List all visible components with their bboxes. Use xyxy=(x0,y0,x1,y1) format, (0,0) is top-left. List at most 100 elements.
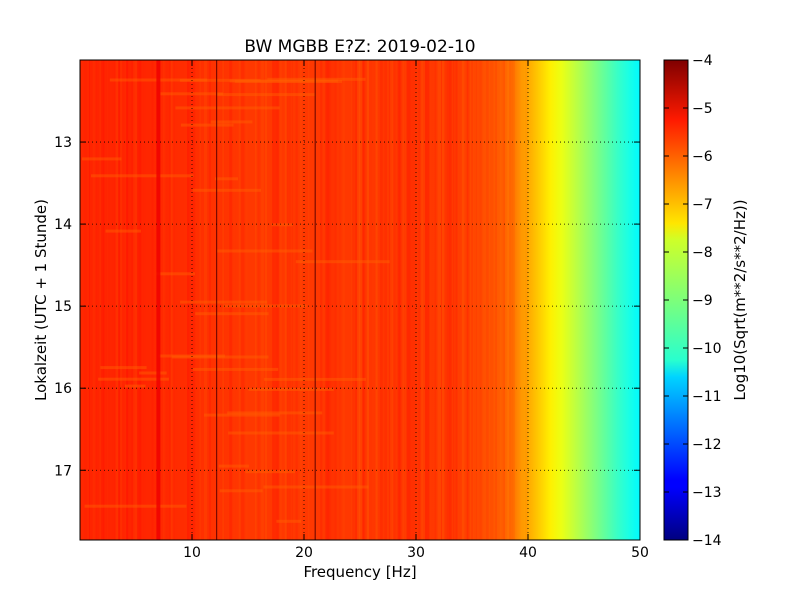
heatmap-texture-band xyxy=(192,188,262,192)
heatmap-texture-streak xyxy=(260,60,264,540)
heatmap-texture-streak xyxy=(420,60,423,540)
heatmap-texture-streak xyxy=(221,60,225,540)
heatmap-texture-band xyxy=(139,371,167,375)
x-tick-label: 30 xyxy=(407,545,425,561)
heatmap-texture-streak xyxy=(273,60,277,540)
heatmap-texture-streak xyxy=(116,60,118,540)
heatmap-texture-band xyxy=(248,388,334,391)
heatmap-texture-streak xyxy=(482,60,487,540)
heatmap-texture-streak xyxy=(475,60,478,540)
colorbar-tick-label: −7 xyxy=(692,197,713,213)
heatmap-texture-streak xyxy=(265,60,267,540)
heatmap-texture-streak xyxy=(412,60,415,540)
heatmap-texture-streak xyxy=(473,60,475,540)
heatmap-texture-streak xyxy=(447,60,451,540)
colorbar-tick-label: −9 xyxy=(692,293,713,309)
heatmap-texture-streak xyxy=(390,60,395,540)
heatmap-texture-streak xyxy=(507,60,509,540)
heatmap-texture-streak xyxy=(507,60,509,540)
colorbar-tick-label: −14 xyxy=(692,533,722,549)
heatmap-texture-streak xyxy=(254,60,257,540)
heatmap-texture-streak xyxy=(389,60,392,540)
heatmap-texture-streak xyxy=(134,60,137,540)
heatmap-texture-streak xyxy=(392,60,394,540)
heatmap-texture-streak xyxy=(172,60,175,540)
y-axis-ticks: 13 14 15 16 17 xyxy=(54,135,640,479)
heatmap-texture-streak xyxy=(338,60,343,540)
heatmap-texture-streak xyxy=(151,60,154,540)
spectral-line xyxy=(314,60,316,540)
heatmap-texture-band xyxy=(216,249,313,253)
heatmap-texture-streak xyxy=(261,60,264,540)
heatmap-texture-band xyxy=(82,157,122,161)
heatmap-texture-streak xyxy=(222,60,225,540)
heatmap-texture-streak xyxy=(486,60,489,540)
heatmap-texture-band xyxy=(180,123,234,127)
heatmap-texture-streak xyxy=(461,60,465,540)
colorbar-tick-label: −6 xyxy=(692,149,713,165)
y-tick-label: 16 xyxy=(54,381,72,397)
heatmap-texture-streak xyxy=(80,60,84,540)
heatmap-texture-streak xyxy=(405,60,410,540)
spectral-line xyxy=(216,60,218,540)
heatmap-texture-streak xyxy=(369,60,372,540)
heatmap-texture-streak xyxy=(418,60,421,540)
heatmap-texture-streak xyxy=(369,60,371,540)
heatmap-texture-band xyxy=(218,464,249,468)
heatmap-texture-streak xyxy=(402,60,404,540)
x-axis-ticks: 10 20 30 40 50 xyxy=(183,60,649,561)
heatmap-texture-streak xyxy=(351,60,355,540)
heatmap-texture-streak xyxy=(104,60,109,540)
heatmap-texture-streak xyxy=(362,60,365,540)
heatmap-texture-streak xyxy=(168,60,170,540)
heatmap-texture-streak xyxy=(365,60,370,540)
y-axis-label: Lokalzeit (UTC + 1 Stunde) xyxy=(32,199,50,401)
heatmap-texture-band xyxy=(214,177,238,181)
heatmap-texture-streak xyxy=(378,60,381,540)
heatmap-texture-band xyxy=(100,366,147,370)
heatmap-texture-streak xyxy=(413,60,418,540)
heatmap-texture-streak xyxy=(445,60,448,540)
heatmap-texture-band xyxy=(160,92,223,96)
x-tick-label: 20 xyxy=(295,545,313,561)
heatmap-texture-band xyxy=(84,504,187,508)
heatmap-texture-streak xyxy=(363,60,367,540)
colorbar-label: Log10(Sqrt(m**2/s**2/Hz)) xyxy=(731,199,749,400)
heatmap-texture-streak xyxy=(325,60,329,540)
heatmap-texture-streak xyxy=(495,60,497,540)
colorbar: −4 −5 −6 −7 −8 −9 −10 −11 −12 −13 −14 xyxy=(663,53,722,549)
heatmap-texture-streak xyxy=(116,60,118,540)
heatmap-texture-band xyxy=(91,174,194,178)
heatmap-texture-streak xyxy=(137,60,140,540)
heatmap-texture-band xyxy=(228,431,334,435)
heatmap-texture-streak xyxy=(289,60,293,540)
heatmap-texture-streak xyxy=(420,60,424,540)
heatmap-texture-band xyxy=(156,272,195,276)
heatmap-texture-streak xyxy=(168,60,171,540)
heatmap-texture-streak xyxy=(513,60,516,540)
heatmap-texture-band xyxy=(263,485,369,489)
heatmap-texture-streak xyxy=(199,60,201,540)
heatmap-texture-streak xyxy=(478,60,482,540)
heatmap-texture-streak xyxy=(422,60,425,540)
heatmap-texture-streak xyxy=(500,60,504,540)
heatmap-texture-streak xyxy=(409,60,412,540)
colorbar-ticks: −4 −5 −6 −7 −8 −9 −10 −11 −12 −13 −14 xyxy=(664,53,722,549)
heatmap-texture-band xyxy=(216,93,316,97)
heatmap-texture-streak xyxy=(359,60,362,540)
heatmap-texture-streak xyxy=(385,60,387,540)
heatmap-texture-streak xyxy=(170,60,172,540)
heatmap-texture-streak xyxy=(467,60,472,540)
heatmap-texture-band xyxy=(271,223,293,227)
heatmap-texture-streak xyxy=(285,60,288,540)
heatmap-texture-streak xyxy=(99,60,101,540)
y-tick-label: 15 xyxy=(54,299,72,315)
heatmap-texture-streak xyxy=(421,60,423,540)
heatmap-texture-streak xyxy=(520,60,523,540)
x-tick-label: 10 xyxy=(183,545,201,561)
heatmap-texture-band xyxy=(125,384,146,388)
heatmap-texture-streak xyxy=(287,60,292,540)
heatmap-texture-streak xyxy=(208,60,211,540)
heatmap-texture-streak xyxy=(191,60,196,540)
heatmap-texture-streak xyxy=(280,60,282,540)
